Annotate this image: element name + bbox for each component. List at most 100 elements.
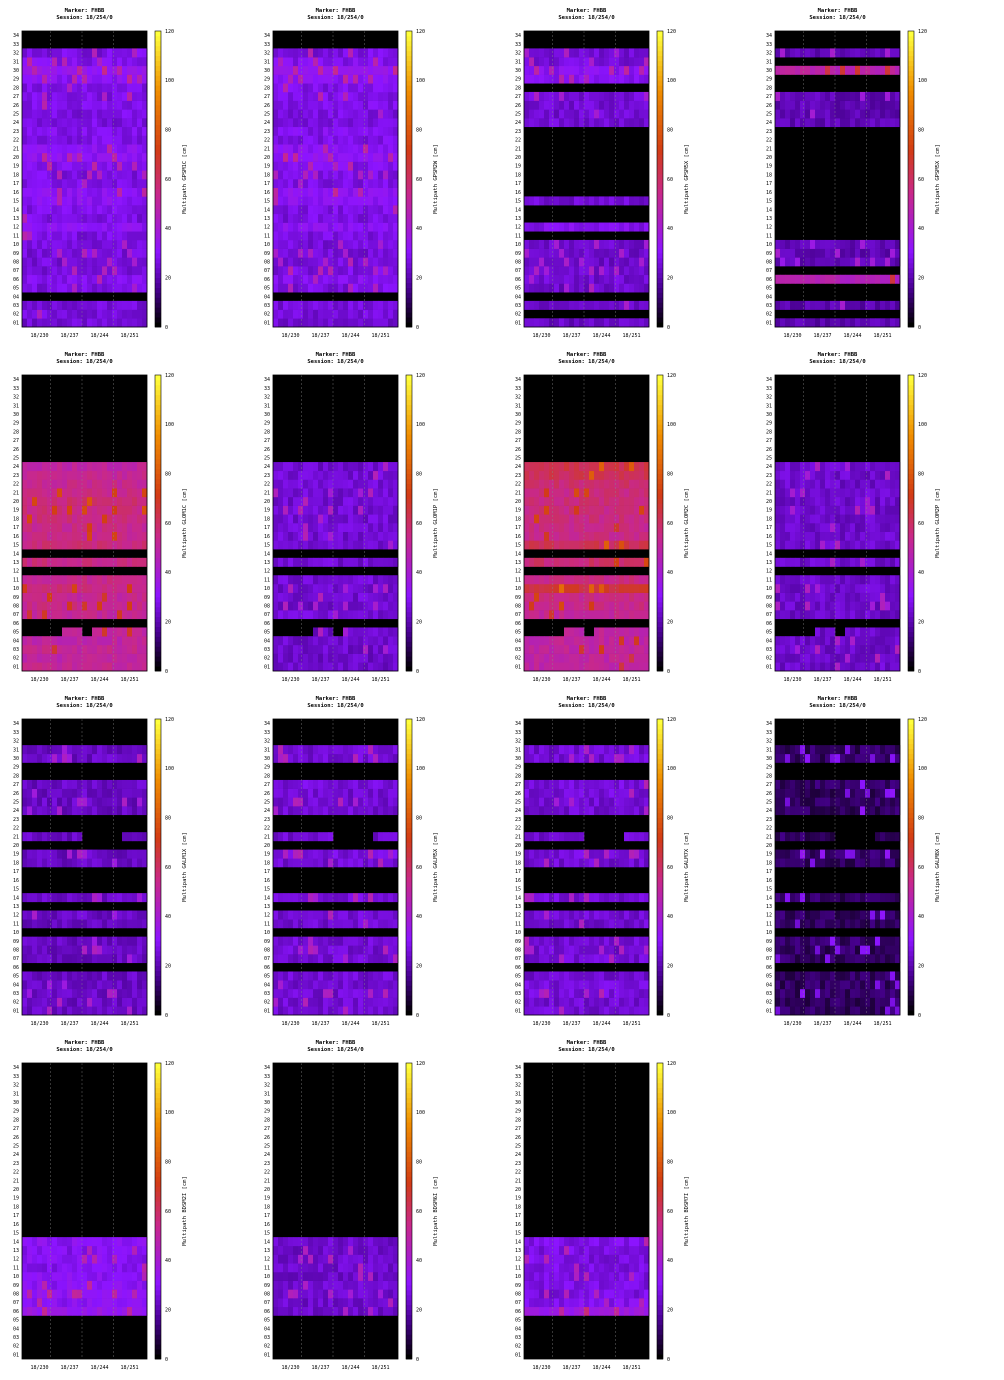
y-tick-label: 01 bbox=[766, 320, 772, 326]
missing-mark: × bbox=[605, 190, 609, 197]
heatmap-cell bbox=[67, 266, 72, 275]
heatmap-cell bbox=[579, 266, 584, 275]
y-tick-label: 08 bbox=[13, 604, 19, 610]
heatmap-cell bbox=[283, 654, 288, 663]
missing-mark: × bbox=[806, 138, 810, 145]
heatmap-cell bbox=[47, 584, 52, 593]
colorbar-segment bbox=[155, 656, 161, 661]
heatmap-cell bbox=[273, 662, 278, 671]
heatmap-cell bbox=[790, 109, 795, 118]
heatmap-cell bbox=[273, 249, 278, 258]
heatmap-cell bbox=[122, 310, 127, 319]
heatmap-cell bbox=[47, 610, 52, 619]
heatmap-cell bbox=[32, 506, 37, 515]
missing-mark: × bbox=[876, 173, 880, 180]
heatmap-cell bbox=[298, 162, 303, 171]
missing-mark: × bbox=[33, 447, 37, 454]
heatmap-cell bbox=[594, 275, 599, 284]
missing-mark: × bbox=[836, 164, 840, 171]
heatmap-cell bbox=[62, 523, 67, 532]
heatmap-cell bbox=[87, 654, 92, 663]
heatmap-cell bbox=[328, 135, 333, 144]
missing-mark: × bbox=[550, 312, 554, 319]
missing-mark: × bbox=[776, 164, 780, 171]
missing-mark: × bbox=[831, 225, 835, 232]
heatmap-cell bbox=[77, 645, 82, 654]
heatmap-cell bbox=[639, 240, 644, 249]
heatmap-cell bbox=[77, 57, 82, 66]
missing-mark: × bbox=[786, 190, 790, 197]
heatmap-cell bbox=[373, 249, 378, 258]
heatmap-cell bbox=[795, 66, 800, 75]
heatmap-cell bbox=[825, 257, 830, 266]
heatmap-cell bbox=[383, 240, 388, 249]
missing-mark: × bbox=[625, 34, 629, 41]
missing-mark: × bbox=[279, 295, 283, 302]
missing-mark: × bbox=[28, 386, 32, 393]
heatmap-cell bbox=[22, 275, 27, 284]
heatmap-cell bbox=[27, 135, 32, 144]
heatmap-cell bbox=[27, 584, 32, 593]
heatmap-cell bbox=[92, 249, 97, 258]
missing-mark: × bbox=[108, 569, 112, 576]
heatmap-cell bbox=[52, 310, 57, 319]
heatmap-cell bbox=[278, 153, 283, 162]
heatmap-cell bbox=[22, 532, 27, 541]
heatmap-cell bbox=[534, 266, 539, 275]
heatmap-cell bbox=[629, 257, 634, 266]
colorbar-segment bbox=[406, 105, 412, 110]
missing-mark: × bbox=[103, 404, 107, 411]
heatmap-cell bbox=[524, 109, 529, 118]
missing-mark: × bbox=[540, 295, 544, 302]
heatmap-cell bbox=[363, 135, 368, 144]
missing-mark: × bbox=[575, 312, 579, 319]
missing-mark: × bbox=[846, 42, 850, 49]
heatmap-cell bbox=[378, 48, 383, 57]
missing-mark: × bbox=[816, 286, 820, 293]
heatmap-cell bbox=[87, 532, 92, 541]
heatmap-cell bbox=[87, 514, 92, 523]
heatmap-cell bbox=[318, 48, 323, 57]
missing-mark: × bbox=[43, 569, 47, 576]
heatmap-cell bbox=[112, 283, 117, 292]
x-tick-label: 18/230 bbox=[30, 333, 48, 339]
heatmap-cell bbox=[92, 601, 97, 610]
heatmap-cell bbox=[77, 610, 82, 619]
missing-mark: × bbox=[550, 182, 554, 189]
heatmap-cell bbox=[644, 266, 649, 275]
missing-mark: × bbox=[53, 456, 57, 463]
missing-mark: × bbox=[63, 386, 67, 393]
missing-mark: × bbox=[299, 42, 303, 49]
missing-mark: × bbox=[374, 34, 378, 41]
heatmap-cell bbox=[338, 214, 343, 223]
heatmap-cell bbox=[97, 488, 102, 497]
missing-mark: × bbox=[811, 138, 815, 145]
heatmap-cell bbox=[775, 101, 780, 110]
heatmap-cell bbox=[62, 57, 67, 66]
heatmap-cell bbox=[42, 170, 47, 179]
y-tick-label: 32 bbox=[13, 51, 19, 57]
missing-mark: × bbox=[389, 34, 393, 41]
heatmap-cell bbox=[343, 627, 348, 636]
y-tick-label: 16 bbox=[515, 190, 521, 196]
heatmap-cell bbox=[333, 318, 338, 327]
heatmap-cell bbox=[278, 170, 283, 179]
heatmap-cell bbox=[338, 205, 343, 214]
heatmap-cell bbox=[619, 66, 624, 75]
heatmap-cell bbox=[594, 223, 599, 232]
missing-mark: × bbox=[630, 164, 634, 171]
heatmap-cell bbox=[62, 593, 67, 602]
heatmap-cell bbox=[790, 66, 795, 75]
heatmap-cell bbox=[800, 66, 805, 75]
missing-mark: × bbox=[123, 421, 127, 428]
heatmap-cell bbox=[368, 310, 373, 319]
missing-mark: × bbox=[525, 295, 529, 302]
missing-mark: × bbox=[781, 199, 785, 206]
colorbar-segment bbox=[406, 90, 412, 95]
heatmap-cell bbox=[137, 310, 142, 319]
heatmap-cell bbox=[293, 214, 298, 223]
missing-mark: × bbox=[299, 34, 303, 41]
heatmap-cell bbox=[614, 48, 619, 57]
missing-mark: × bbox=[309, 621, 313, 628]
